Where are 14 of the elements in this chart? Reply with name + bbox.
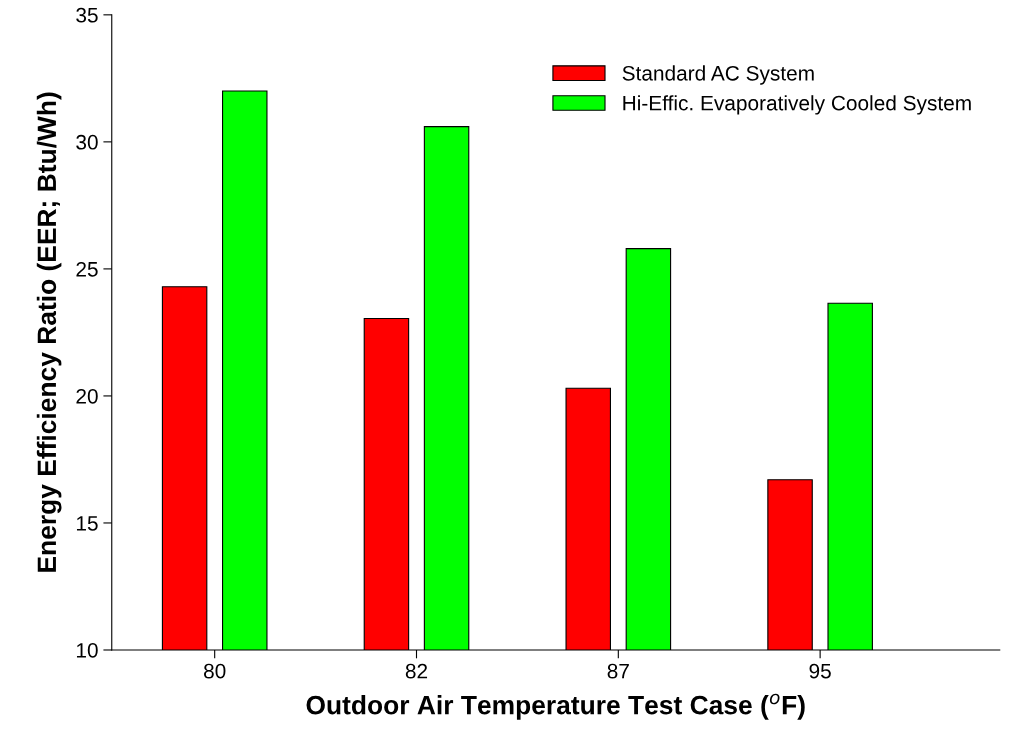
x-tick-label: 87 xyxy=(607,663,629,679)
y-tick-label: 15 xyxy=(76,516,98,531)
legend-label: Hi-Effic. Evaporatively Cooled System xyxy=(623,95,971,115)
y-axis-title: Energy Efficiency Ratio (EER; Btu/Wh) xyxy=(36,92,62,572)
y-tick-label: 20 xyxy=(76,388,98,404)
x-axis-title: Outdoor Air Temperature Test Case ($^{o}$F) xyxy=(306,693,805,720)
y-tick-label: 25 xyxy=(76,261,98,277)
x-tick-label: 95 xyxy=(809,663,831,679)
x-tick-label: 82 xyxy=(405,663,428,679)
y-tick-label: 35 xyxy=(76,7,98,23)
x-tick-label: 80 xyxy=(204,663,226,679)
legend-label: Standard AC System xyxy=(622,65,814,85)
y-tick-label: 10 xyxy=(76,642,98,658)
y-tick-label: 30 xyxy=(76,134,98,150)
